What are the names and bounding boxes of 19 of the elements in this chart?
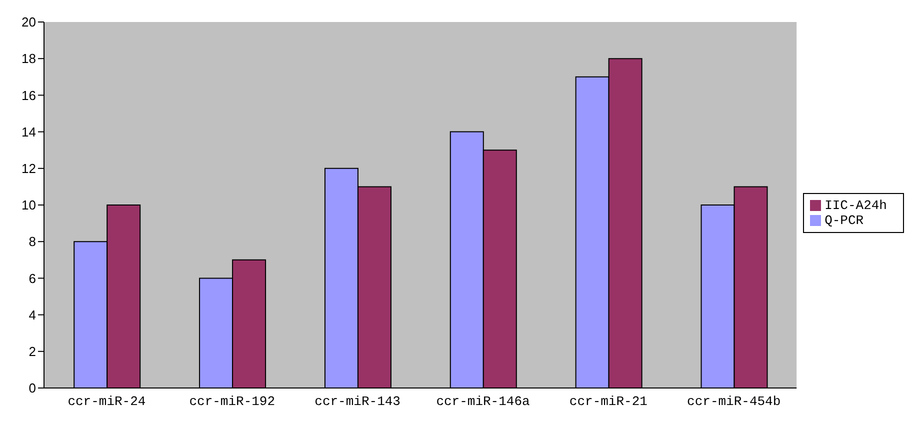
- y-tick-label: 18: [22, 51, 36, 66]
- y-tick-label: 2: [28, 344, 36, 360]
- y-tick-label: 6: [28, 270, 36, 286]
- legend-label: IIC-A24h: [824, 198, 887, 213]
- x-tick-label: ccr-miR-146a: [436, 394, 530, 410]
- y-tick-label: 14: [22, 124, 36, 140]
- y-tick-label: 16: [22, 88, 36, 103]
- y-tick-label: 8: [28, 234, 36, 250]
- y-tick-label: 12: [22, 161, 36, 176]
- legend-label: Q-PCR: [824, 213, 864, 228]
- x-tick-label: ccr-miR-454b: [687, 394, 781, 410]
- x-tick-label: ccr-miR-21: [569, 394, 648, 410]
- y-tick-label: 10: [22, 198, 36, 213]
- x-tick-label: ccr-miR-192: [189, 394, 276, 410]
- y-tick-label: 20: [22, 14, 36, 30]
- y-tick-label: 0: [28, 380, 36, 396]
- y-tick-label: 4: [28, 307, 36, 322]
- x-tick-label: ccr-miR-24: [68, 394, 146, 410]
- x-tick-label: ccr-miR-143: [314, 394, 400, 410]
